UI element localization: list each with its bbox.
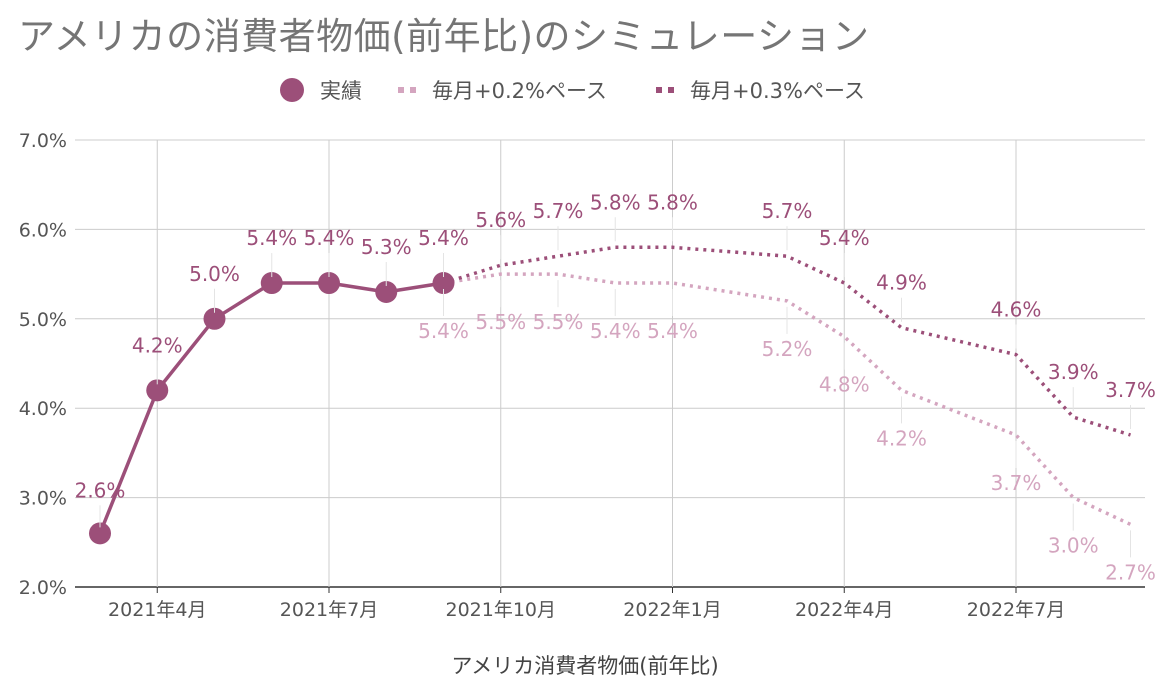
data-label-2: 5.6% <box>475 208 526 232</box>
x-tick-label: 2021年4月 <box>108 599 206 621</box>
data-label-2: 5.8% <box>590 190 641 214</box>
series-line-1 <box>443 272 1132 526</box>
data-label-2: 5.4% <box>819 226 870 250</box>
data-label-1: 5.2% <box>762 337 813 361</box>
data-label-1: 4.2% <box>876 426 927 450</box>
data-point-actual <box>146 379 169 402</box>
data-label-1: 5.4% <box>590 319 641 343</box>
data-label-1: 5.4% <box>647 319 698 343</box>
x-tick-label: 2021年10月 <box>445 599 556 621</box>
data-label-2: 3.9% <box>1048 360 1099 384</box>
legend-item-actual: 実績 <box>280 74 362 106</box>
data-label-2: 3.7% <box>1105 378 1156 402</box>
data-point-actual <box>375 280 398 303</box>
data-label-1: 5.5% <box>533 310 584 334</box>
legend: 実績 毎月+0.2%ペース 毎月+0.3%ペース <box>0 74 1170 106</box>
chart-title: アメリカの消費者物価(前年比)のシミュレーション <box>18 15 870 58</box>
x-tick-label: 2022年1月 <box>623 599 721 621</box>
x-axis-title: アメリカ消費者物価(前年比) <box>451 654 719 678</box>
y-tick-label: 6.0% <box>19 219 67 241</box>
data-label-2: 5.7% <box>533 199 584 223</box>
legend-marker-actual <box>280 78 304 102</box>
data-point-actual <box>318 272 340 295</box>
legend-label-plus02: 毎月+0.2%ペース <box>432 79 607 103</box>
data-point-actual <box>203 307 226 330</box>
data-label-2: 5.7% <box>762 199 813 223</box>
data-label-1: 5.4% <box>418 319 469 343</box>
y-tick-label: 2.0% <box>19 577 67 599</box>
y-tick-label: 3.0% <box>19 488 67 510</box>
data-label-2: 4.9% <box>876 271 927 295</box>
data-point-actual <box>260 272 283 295</box>
data-label-2: 4.6% <box>991 298 1042 322</box>
data-label-0: 4.2% <box>132 333 183 357</box>
data-label-0: 5.0% <box>189 262 240 286</box>
data-label-1: 3.7% <box>991 471 1042 495</box>
data-label-1: 5.5% <box>475 310 526 334</box>
data-label-1: 4.8% <box>819 373 870 397</box>
y-tick-label: 7.0% <box>19 130 67 152</box>
series-line-2 <box>442 245 1132 437</box>
data-label-0: 2.6% <box>75 478 126 502</box>
data-label-1: 3.0% <box>1048 534 1099 558</box>
legend-label-plus03: 毎月+0.3%ペース <box>690 79 865 103</box>
x-tick-label: 2022年7月 <box>967 599 1065 621</box>
x-tick-label: 2021年7月 <box>280 599 378 621</box>
x-tick-label: 2022年4月 <box>795 599 893 621</box>
legend-item-plus02: 毎月+0.2%ペース <box>398 74 607 106</box>
legend-marker-plus02 <box>398 87 416 93</box>
data-label-0: 5.4% <box>418 226 469 250</box>
legend-marker-plus03 <box>656 87 674 93</box>
y-tick-label: 5.0% <box>19 309 67 331</box>
data-label-0: 5.3% <box>361 235 412 259</box>
legend-item-plus03: 毎月+0.3%ペース <box>656 74 865 106</box>
data-point-actual <box>432 272 455 295</box>
data-point-actual <box>89 522 111 545</box>
data-label-2: 5.8% <box>647 190 698 214</box>
data-label-0: 5.4% <box>246 226 297 250</box>
legend-label-actual: 実績 <box>320 79 362 103</box>
data-label-0: 5.4% <box>304 226 355 250</box>
y-tick-label: 4.0% <box>19 398 67 420</box>
data-label-1: 2.7% <box>1105 560 1156 584</box>
